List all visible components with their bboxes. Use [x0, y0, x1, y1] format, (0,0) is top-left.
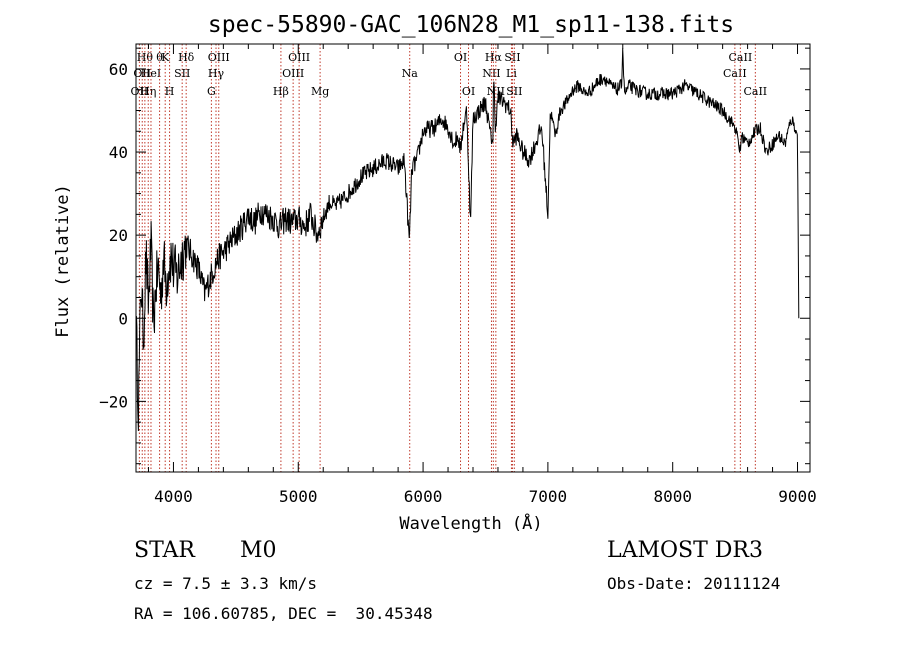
- survey-name: LAMOST DR3: [607, 538, 763, 563]
- line-label-1: OII: [133, 67, 151, 80]
- line-label-4: HeI: [141, 67, 161, 80]
- line-label-19: OI: [462, 85, 475, 98]
- line-label-21: Hα: [485, 51, 503, 64]
- y-tick-label-3: 40: [109, 143, 128, 162]
- plot-frame: [135, 43, 811, 473]
- y-axis-label: Flux (relative): [53, 184, 73, 338]
- line-label-13: Hβ: [273, 85, 289, 98]
- line-label-14: OIII: [282, 67, 304, 80]
- line-label-16: Mg: [311, 85, 329, 98]
- line-label-23: Li: [506, 67, 517, 80]
- plot-axes: [135, 43, 811, 473]
- line-label-8: SII: [174, 67, 190, 80]
- line-label-26: CaII: [723, 67, 747, 80]
- line-label-28: CaII: [743, 85, 767, 98]
- redshift-velocity: cz = 7.5 ± 3.3 km/s: [134, 574, 318, 593]
- line-label-27: CaII: [729, 51, 753, 64]
- line-label-20: NII: [482, 67, 500, 80]
- object-subclass: M0: [240, 538, 277, 563]
- x-tick-label-0: 4000: [154, 487, 193, 506]
- x-tick-label-3: 7000: [529, 487, 568, 506]
- line-label-5: θ: [156, 51, 163, 64]
- x-axis-label: Wavelength (Å): [399, 512, 542, 534]
- line-label-17: Na: [402, 67, 419, 80]
- line-label-12: OIII: [208, 51, 230, 64]
- ra-dec-coordinates: RA = 106.60785, DEC = 30.45348: [134, 604, 433, 623]
- x-tick-label-4: 8000: [653, 487, 692, 506]
- line-label-25: SII: [506, 85, 522, 98]
- axis-ticks: 4000 5000 6000 7000 8000 9000 −20 0 20 40 60: [99, 44, 817, 506]
- x-tick-label-5: 9000: [778, 487, 817, 506]
- line-label-9: Hδ: [178, 51, 195, 64]
- line-label-6: K: [161, 51, 170, 64]
- y-tick-label-1: 0: [118, 309, 128, 328]
- x-tick-label-1: 5000: [279, 487, 318, 506]
- object-class: STAR: [134, 538, 195, 563]
- line-label-22: NII: [487, 85, 505, 98]
- spectrum-line: [135, 48, 800, 432]
- line-label-2: Hθ: [137, 51, 154, 64]
- y-tick-label-4: 60: [109, 60, 128, 79]
- spectrum-layer: [135, 48, 800, 432]
- line-label-11: Hγ: [208, 67, 225, 80]
- line-label-24: SII: [504, 51, 520, 64]
- line-label-18: OI: [454, 51, 467, 64]
- y-tick-label-2: 20: [109, 226, 128, 245]
- observation-date: Obs-Date: 20111124: [607, 574, 781, 593]
- line-label-15: OIII: [288, 51, 310, 64]
- line-label-7: H: [165, 85, 175, 98]
- x-tick-label-2: 6000: [404, 487, 443, 506]
- y-tick-label-0: −20: [99, 392, 128, 411]
- line-label-0: OII: [131, 85, 149, 98]
- line-label-3: Hη: [140, 85, 156, 98]
- chart-title: spec-55890-GAC_106N28_M1_sp11-138.fits: [208, 12, 734, 38]
- line-label-10: G: [207, 85, 216, 98]
